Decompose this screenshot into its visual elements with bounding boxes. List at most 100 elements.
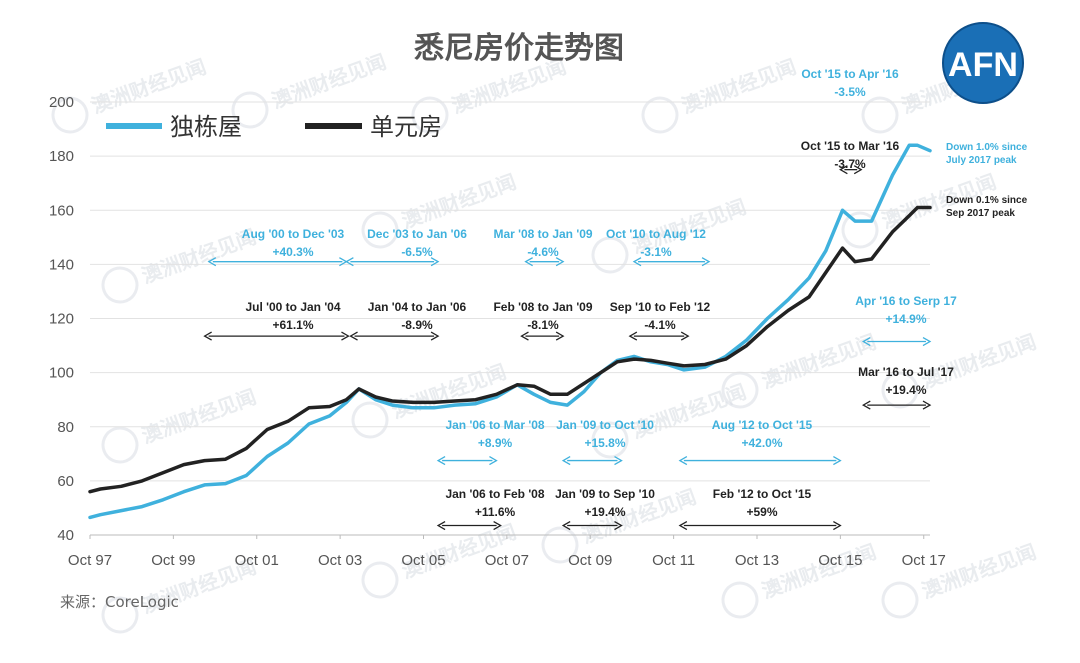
watermark-logo-icon [861, 96, 899, 134]
annotation-label: Mar '08 to Jan '09 [493, 227, 592, 241]
watermark-text: 澳洲财经见闻 [758, 539, 879, 603]
annotation-arrowhead-left [207, 257, 217, 267]
annotation-arrowhead-left [861, 400, 871, 410]
end-note-line: July 2017 peak [946, 155, 1017, 166]
legend: 独栋屋 单元房 [106, 113, 442, 141]
annotation-arrowhead-right [430, 257, 440, 267]
series-line-1 [88, 205, 932, 494]
annotation-label: Aug '00 to Dec '03 [242, 227, 345, 241]
annotation-value: +19.4% [885, 383, 926, 397]
annotation-arrowhead-right [489, 456, 498, 466]
watermark-logo-icon [351, 401, 389, 439]
annotation-label: Jan '09 to Oct '10 [556, 418, 654, 432]
watermark-text: 澳洲财经见闻 [628, 379, 749, 443]
annotation-label: Apr '16 to Serp 17 [855, 294, 957, 308]
y-tick-label: 180 [49, 148, 74, 165]
afn-logo: AFN [942, 22, 1024, 104]
annotation-label: Feb '08 to Jan '09 [493, 300, 592, 314]
watermark-logo-icon [591, 236, 629, 274]
watermark-text: 澳洲财经见闻 [88, 54, 209, 118]
annotation-arrowhead-right [680, 331, 690, 341]
annotation-value: +40.3% [272, 245, 313, 259]
x-tick-label: Oct 01 [235, 552, 279, 569]
annotation-arrowhead-left [861, 336, 871, 347]
annotation-arrowhead-left [345, 257, 354, 267]
annotation-value: +61.1% [272, 318, 313, 332]
logo-circle [943, 23, 1023, 103]
logo-text: AFN [948, 46, 1018, 84]
annotation-value: -3.7% [834, 157, 866, 171]
watermark-17: 澳洲财经见闻 [721, 539, 879, 619]
annotation-arrowhead-right [430, 331, 440, 341]
annotation-arrowhead-right [701, 257, 711, 267]
annotation-arrowhead-right [614, 520, 623, 531]
series-layer [88, 143, 932, 520]
annotation-label: Dec '03 to Jan '06 [367, 227, 467, 241]
annotation-arrowhead-left [524, 257, 533, 267]
watermark-text: 澳洲财经见闻 [678, 54, 799, 118]
watermark-logo-icon [641, 96, 679, 134]
y-tick-label: 160 [49, 202, 74, 219]
watermark-logo-icon [541, 526, 579, 564]
watermark-logo-icon [361, 211, 399, 249]
annotation-arrowhead-left [628, 331, 638, 341]
annotation-arrowhead-left [349, 331, 358, 341]
x-tick-label: Oct 17 [902, 552, 946, 569]
y-tick-label: 200 [49, 94, 74, 111]
annotation-arrowhead-left [436, 520, 446, 531]
annotation-value: -4.6% [527, 245, 559, 259]
legend-label-house: 独栋屋 [170, 113, 242, 141]
annotation-label: Oct '15 to Mar '16 [801, 139, 900, 153]
watermark-text: 澳洲财经见闻 [758, 329, 879, 393]
watermark-text: 澳洲财经见闻 [268, 49, 389, 113]
source-note: 来源：CoreLogic [60, 593, 179, 611]
annotation-arrowhead-right [555, 257, 565, 267]
end-note-line: Sep 2017 peak [946, 208, 1015, 219]
annotation-arrowhead-right [614, 456, 623, 466]
annotation-arrowhead-left [520, 331, 529, 341]
x-tick-label: Oct 09 [568, 552, 612, 569]
end-note-line: Down 0.1% since [946, 195, 1028, 206]
watermark-logo-icon [591, 421, 629, 459]
annotation-value: +19.4% [584, 505, 625, 519]
y-tick-label: 100 [49, 365, 74, 382]
annotation-label: Aug '12 to Oct '15 [712, 418, 813, 432]
annotation-arrowhead-left [436, 456, 446, 466]
x-axis: Oct 97 Oct 99 Oct 01 Oct 03 Oct 05 Oct 07 Oct … [68, 534, 946, 569]
watermark-logo-icon [721, 581, 759, 619]
annotation-arrowhead-right [555, 331, 565, 341]
annotation-label: Oct '10 to Aug '12 [606, 227, 706, 241]
annotation-value: -6.5% [401, 245, 433, 259]
annotation-value: -3.5% [834, 85, 866, 99]
watermark-text: 澳洲财经见闻 [398, 169, 519, 233]
x-tick-label: Oct 15 [818, 552, 862, 569]
x-tick-label: Oct 05 [401, 552, 445, 569]
watermark-logo-icon [411, 96, 449, 134]
grid [90, 101, 930, 536]
annotation-label: Jan '06 to Mar '08 [445, 418, 544, 432]
annotation-arrowhead-left [678, 520, 688, 531]
watermark-3: 澳洲财经见闻 [641, 54, 799, 134]
y-tick-label: 40 [57, 527, 74, 544]
end-note-line: Down 1.0% since [946, 142, 1028, 153]
annotation-label: Oct '15 to Apr '16 [801, 67, 899, 81]
annotation-label: Mar '16 to Jul '17 [858, 365, 954, 379]
annotation-value: -8.9% [401, 318, 433, 332]
annotation-arrowhead-left [561, 520, 571, 531]
series-line-0 [88, 143, 932, 520]
annotation-value: +42.0% [741, 436, 782, 450]
annotation-arrowhead-left [632, 257, 642, 267]
watermark-18: 澳洲财经见闻 [881, 539, 1039, 619]
y-tick-label: 80 [57, 419, 74, 436]
annotation-value: -4.1% [644, 318, 676, 332]
watermark-logo-icon [361, 561, 399, 599]
annotation-label: Sep '10 to Feb '12 [610, 300, 711, 314]
annotation-arrowhead-right [493, 520, 502, 531]
y-tick-label: 120 [49, 311, 74, 328]
y-axis: 40 60 80 100 120 140 160 180 200 [49, 94, 74, 544]
annotation-arrowhead-right [853, 165, 863, 175]
annotation-label: Jan '04 to Jan '06 [368, 300, 467, 314]
annotation-label: Jan '09 to Sep '10 [555, 487, 655, 501]
watermark-logo-icon [841, 211, 879, 249]
annotation-arrowhead-right [922, 400, 932, 410]
